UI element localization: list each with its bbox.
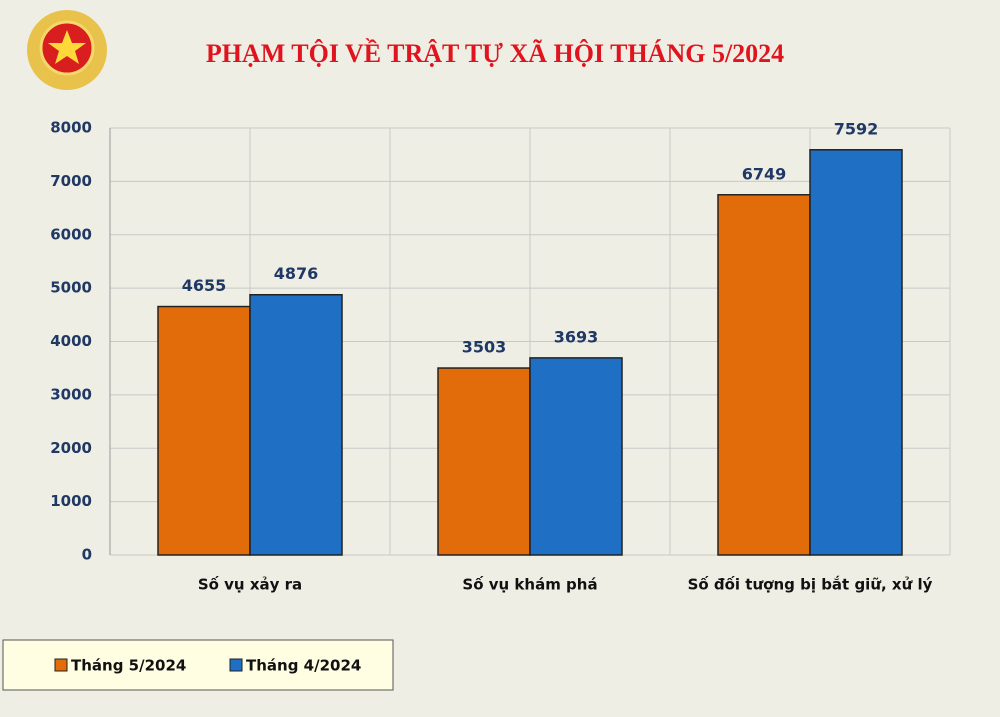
legend-label: Tháng 5/2024 bbox=[71, 657, 186, 675]
bar bbox=[529, 357, 623, 556]
y-tick-label: 4000 bbox=[50, 332, 92, 350]
y-tick-label: 1000 bbox=[50, 492, 92, 510]
bar bbox=[249, 293, 343, 556]
y-tick-label: 2000 bbox=[50, 439, 92, 457]
value-label: 3503 bbox=[462, 338, 507, 357]
value-label: 7592 bbox=[834, 119, 879, 138]
value-label: 6749 bbox=[742, 164, 787, 183]
value-label: 4876 bbox=[274, 264, 319, 283]
emblem bbox=[27, 10, 107, 90]
legend-swatch bbox=[54, 658, 68, 672]
legend-label: Tháng 4/2024 bbox=[246, 657, 361, 675]
bar bbox=[157, 305, 251, 556]
chart-title: PHẠM TỘI VỀ TRẬT TỰ XÃ HỘI THÁNG 5/2024 bbox=[206, 39, 784, 68]
y-tick-label: 7000 bbox=[50, 172, 92, 190]
bar bbox=[437, 367, 531, 556]
bar bbox=[717, 194, 811, 556]
legend-swatch bbox=[229, 658, 243, 672]
y-tick-label: 3000 bbox=[50, 385, 92, 403]
y-tick-label: 8000 bbox=[50, 119, 92, 137]
x-tick-label: Số vụ khám phá bbox=[462, 575, 597, 594]
value-label: 4655 bbox=[182, 276, 227, 295]
y-tick-label: 0 bbox=[82, 546, 92, 564]
value-label: 3693 bbox=[554, 327, 599, 346]
y-tick-label: 5000 bbox=[50, 279, 92, 297]
y-tick-label: 6000 bbox=[50, 225, 92, 243]
x-tick-label: Số vụ xảy ra bbox=[198, 575, 302, 594]
legend-box bbox=[2, 639, 394, 691]
bar bbox=[809, 149, 903, 556]
x-tick-label: Số đối tượng bị bắt giữ, xử lý bbox=[688, 575, 933, 594]
